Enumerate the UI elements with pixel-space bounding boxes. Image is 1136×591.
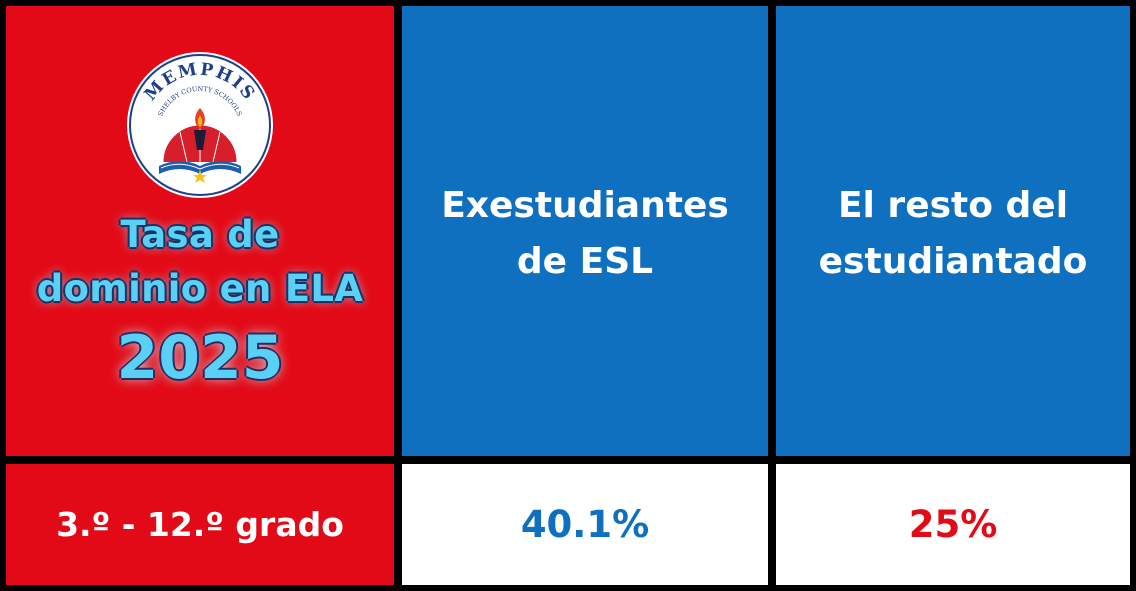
header-rest-line-2: estudiantado (818, 241, 1088, 282)
title-line-2: dominio en ELA (36, 267, 364, 310)
grade-label: 3.º - 12.º grado (56, 505, 344, 544)
title-year: 2025 (116, 323, 284, 393)
header-esl-line-2: de ESL (516, 241, 654, 282)
header-rest: El resto del estudiantado (776, 6, 1130, 456)
grade-label-cell: 3.º - 12.º grado (6, 464, 394, 585)
memphis-shelby-county-schools-logo-icon: MEMPHIS SHELBY COUNTY SCHOOLS (127, 52, 273, 198)
header-rest-line-1: El resto del (837, 185, 1069, 226)
title-cell: MEMPHIS SHELBY COUNTY SCHOOLS Tasa de do… (6, 6, 394, 456)
header-esl: Exestudiantes de ESL (402, 6, 768, 456)
esl-value: 40.1% (520, 503, 650, 546)
esl-value-cell: 40.1% (402, 464, 768, 585)
header-esl-line-1: Exestudiantes (441, 185, 729, 226)
title-line-1: Tasa de (120, 213, 280, 256)
rest-value-cell: 25% (776, 464, 1130, 585)
rest-value: 25% (908, 503, 998, 546)
